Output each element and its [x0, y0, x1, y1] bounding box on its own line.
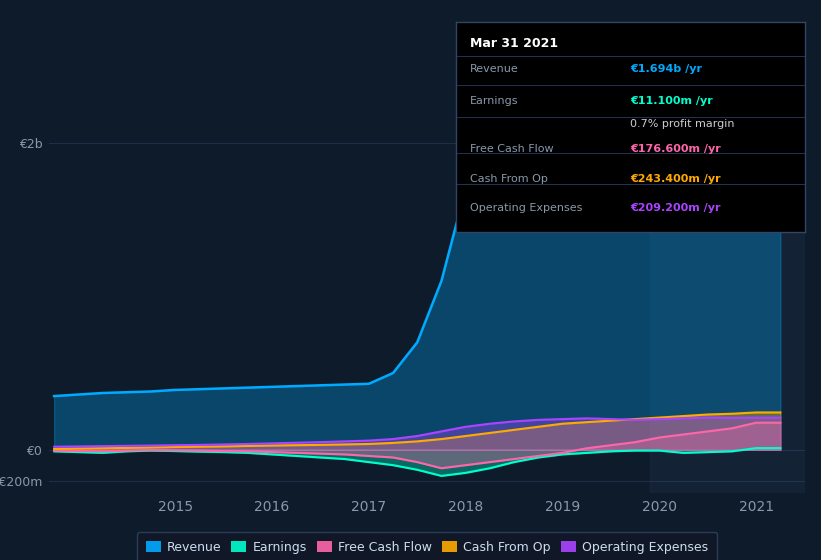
Text: €11.100m /yr: €11.100m /yr [631, 96, 713, 106]
Legend: Revenue, Earnings, Free Cash Flow, Cash From Op, Operating Expenses: Revenue, Earnings, Free Cash Flow, Cash … [137, 532, 717, 560]
Text: 0.7% profit margin: 0.7% profit margin [631, 119, 735, 129]
Text: Operating Expenses: Operating Expenses [470, 203, 582, 213]
Text: Earnings: Earnings [470, 96, 518, 106]
Text: Cash From Op: Cash From Op [470, 174, 548, 184]
Text: €176.600m /yr: €176.600m /yr [631, 144, 721, 154]
Text: Free Cash Flow: Free Cash Flow [470, 144, 553, 154]
Text: €209.200m /yr: €209.200m /yr [631, 203, 721, 213]
Bar [649, 112, 805, 493]
Text: €243.400m /yr: €243.400m /yr [631, 174, 721, 184]
Text: Mar 31 2021: Mar 31 2021 [470, 37, 557, 50]
Text: €1.694b /yr: €1.694b /yr [631, 64, 702, 74]
Text: Revenue: Revenue [470, 64, 518, 74]
